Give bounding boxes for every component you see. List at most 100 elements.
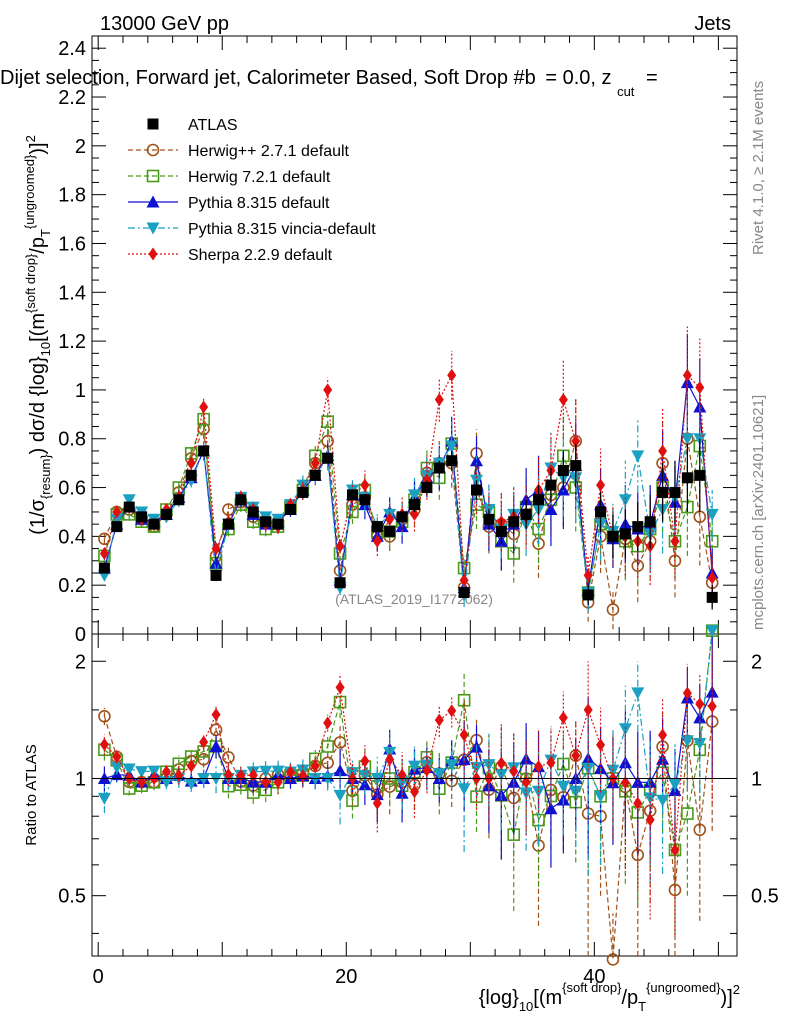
ratio-point bbox=[680, 735, 694, 748]
data-point bbox=[632, 521, 644, 533]
ratio-point bbox=[558, 711, 568, 725]
ratio-point bbox=[705, 625, 719, 638]
data-point bbox=[421, 482, 433, 494]
ratio-point bbox=[620, 776, 630, 790]
ratio-series-line bbox=[103, 687, 713, 851]
ratio-point bbox=[482, 759, 496, 772]
data-point bbox=[321, 415, 334, 428]
data-point bbox=[185, 469, 197, 481]
data-point bbox=[335, 539, 345, 553]
ratio-point bbox=[707, 699, 717, 713]
ratio-point bbox=[670, 843, 680, 857]
data-point bbox=[520, 508, 532, 520]
ratio-y-tick-label-right: 0.5 bbox=[751, 886, 779, 908]
svg-text:Dijet selection, Forward jet,: Dijet selection, Forward jet, Calorimete… bbox=[0, 67, 658, 101]
ratio-point bbox=[323, 716, 333, 730]
data-point bbox=[346, 489, 358, 501]
legend: ATLAS Herwig++ 2.7.1 default Herwig 7.2.1 … bbox=[128, 117, 376, 264]
title-cut: cut bbox=[617, 84, 635, 99]
ratio-point bbox=[571, 749, 581, 763]
data-point bbox=[198, 445, 210, 457]
title-main: Dijet selection, Forward jet, Calorimete… bbox=[0, 67, 536, 89]
ratio-point bbox=[199, 735, 209, 749]
ratio-point bbox=[285, 765, 295, 779]
data-point bbox=[483, 513, 495, 525]
data-point bbox=[557, 464, 569, 476]
data-point bbox=[595, 506, 607, 518]
legend-item: Herwig 7.2.1 default bbox=[128, 169, 331, 186]
ratio-point bbox=[445, 759, 459, 772]
series-line bbox=[103, 438, 713, 596]
data-point bbox=[110, 513, 124, 526]
main-y-tick-label: 0.8 bbox=[58, 429, 86, 451]
ratio-point bbox=[259, 765, 273, 778]
legend-marker bbox=[146, 222, 160, 235]
ratio-point bbox=[197, 753, 210, 766]
x-axis-label: {log}10[(m{soft drop}/pT{ungroomed})]2 bbox=[479, 980, 740, 1014]
main-series-group bbox=[97, 326, 719, 630]
data-point bbox=[309, 469, 321, 481]
data-point bbox=[433, 462, 445, 474]
title-eq: = 0.0, z bbox=[545, 67, 611, 89]
data-point bbox=[495, 525, 507, 537]
data-point bbox=[680, 433, 694, 446]
ratio-point bbox=[546, 756, 556, 770]
main-y-tick-label: 1.6 bbox=[58, 233, 86, 255]
data-point bbox=[284, 504, 296, 516]
ratio-point bbox=[633, 796, 643, 810]
ratio-point bbox=[159, 776, 173, 789]
data-point bbox=[235, 494, 247, 506]
ratio-y-tick-label: 2 bbox=[75, 651, 86, 673]
ratio-point bbox=[631, 775, 645, 788]
svg-text:(1/σ{resum}) dσ/d {log}10[(m{s: (1/σ{resum}) dσ/d {log}10[(m{soft drop}/… bbox=[22, 135, 53, 535]
ratio-point bbox=[509, 764, 519, 778]
series-atlas bbox=[98, 438, 718, 610]
legend-marker bbox=[146, 169, 160, 183]
ratio-point bbox=[110, 761, 124, 774]
ratio-point bbox=[459, 728, 469, 742]
data-point bbox=[571, 434, 581, 448]
ratio-point bbox=[594, 790, 608, 803]
data-point bbox=[199, 400, 209, 414]
legend-item: Herwig++ 2.7.1 default bbox=[128, 143, 350, 160]
ratio-series-line bbox=[104, 630, 713, 851]
ratio-point bbox=[161, 765, 171, 779]
ratio-y-tick-label: 1 bbox=[75, 768, 86, 790]
ratio-point bbox=[209, 739, 223, 752]
ratio-series-line bbox=[103, 716, 713, 960]
data-point bbox=[607, 530, 619, 542]
data-point bbox=[657, 486, 669, 498]
ratio-point bbox=[408, 760, 421, 773]
ratio-point bbox=[618, 756, 632, 769]
ratio-point bbox=[645, 813, 655, 827]
data-point bbox=[434, 393, 444, 407]
data-point bbox=[122, 494, 136, 507]
ratio-point bbox=[310, 759, 320, 773]
ratio-point bbox=[122, 763, 136, 776]
legend-marker bbox=[148, 247, 158, 261]
energy-label: 13000 GeV pp bbox=[100, 13, 229, 35]
ratio-point bbox=[333, 789, 347, 802]
data-point bbox=[186, 456, 196, 470]
data-point bbox=[508, 516, 520, 528]
data-point bbox=[112, 505, 122, 519]
data-point bbox=[658, 444, 668, 458]
data-point bbox=[545, 479, 557, 491]
series-sherpa-2-2-9-default bbox=[99, 326, 717, 603]
data-point bbox=[644, 516, 656, 528]
data-point bbox=[606, 603, 620, 616]
ratio-point bbox=[360, 754, 370, 768]
main-y-tick-label: 1 bbox=[75, 380, 86, 402]
data-point bbox=[322, 452, 334, 464]
data-point bbox=[310, 456, 320, 470]
ratio-point bbox=[273, 775, 283, 789]
data-point bbox=[459, 573, 469, 587]
legend-marker bbox=[146, 195, 160, 208]
ratio-point bbox=[346, 794, 359, 807]
ratio-point bbox=[496, 756, 506, 770]
data-point bbox=[148, 518, 160, 530]
data-point bbox=[272, 518, 284, 530]
ratio-point bbox=[457, 783, 471, 796]
plot-title: Dijet selection, Forward jet, Calorimete… bbox=[0, 67, 658, 101]
data-point bbox=[371, 521, 383, 533]
